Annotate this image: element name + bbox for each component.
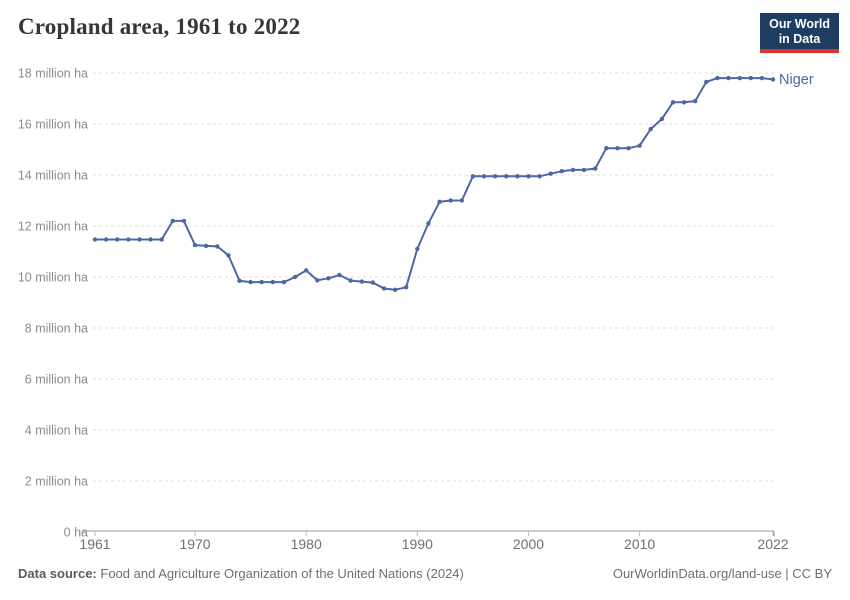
data-point[interactable] [159, 237, 164, 242]
data-point[interactable] [559, 169, 564, 174]
data-point[interactable] [181, 218, 187, 224]
attribution-text[interactable]: OurWorldinData.org/land-use | CC BY [612, 566, 832, 581]
y-axis-tick-label: 10 million ha [18, 271, 88, 285]
data-point[interactable] [759, 75, 765, 81]
x-axis-tick-label: 1980 [291, 536, 322, 552]
data-point[interactable] [537, 174, 542, 179]
data-point[interactable] [726, 75, 731, 81]
data-point[interactable] [615, 146, 620, 151]
data-point[interactable] [670, 100, 676, 105]
x-axis-tick-label: 2022 [757, 536, 788, 552]
y-axis-tick-label: 14 million ha [18, 169, 88, 183]
y-axis-tick-label: 2 million ha [25, 475, 88, 489]
data-point[interactable] [237, 278, 242, 283]
data-point[interactable] [148, 237, 153, 242]
data-point[interactable] [315, 278, 320, 283]
data-point[interactable] [404, 285, 409, 290]
x-axis-tick-label: 2000 [513, 536, 544, 552]
data-source-text: Food and Agriculture Organization of the… [100, 566, 464, 581]
data-line[interactable] [95, 77, 774, 291]
data-point[interactable] [348, 278, 353, 283]
data-point[interactable] [593, 166, 598, 171]
data-point[interactable] [126, 237, 131, 242]
series-label[interactable]: Niger [779, 72, 814, 88]
data-source-note: Data source: Food and Agriculture Organi… [18, 566, 464, 581]
data-point[interactable] [693, 98, 698, 104]
data-point[interactable] [370, 280, 376, 285]
data-point[interactable] [226, 253, 231, 258]
y-axis-tick-label: 8 million ha [25, 322, 88, 336]
y-axis-tick-label: 12 million ha [18, 220, 88, 234]
data-point[interactable] [704, 79, 709, 85]
x-axis-tick-label: 2010 [624, 536, 655, 552]
y-axis-tick-label: 16 million ha [18, 118, 88, 132]
data-point[interactable] [359, 279, 364, 284]
data-point[interactable] [326, 276, 331, 281]
data-point[interactable] [281, 279, 287, 285]
data-point[interactable] [504, 174, 509, 179]
data-point[interactable] [203, 243, 209, 249]
data-point[interactable] [481, 174, 487, 179]
data-point[interactable] [626, 146, 631, 151]
data-point[interactable] [248, 279, 253, 285]
owid-logo-line1: Our World [769, 17, 830, 31]
data-point[interactable] [115, 237, 120, 242]
data-point[interactable] [470, 174, 476, 179]
data-point[interactable] [637, 143, 642, 148]
data-point[interactable] [415, 246, 420, 252]
data-point[interactable] [392, 287, 398, 292]
data-point[interactable] [770, 77, 776, 82]
data-point[interactable] [526, 174, 531, 179]
data-point[interactable] [215, 244, 220, 249]
data-point[interactable] [270, 279, 275, 285]
data-point[interactable] [448, 198, 453, 203]
x-axis-tick-label: 1970 [179, 536, 210, 552]
data-point[interactable] [426, 221, 431, 226]
data-point[interactable] [548, 171, 553, 176]
data-point[interactable] [681, 100, 687, 105]
data-point[interactable] [648, 126, 653, 132]
data-point[interactable] [459, 198, 464, 203]
data-point[interactable] [170, 218, 175, 224]
data-point[interactable] [259, 279, 264, 285]
data-point[interactable] [748, 75, 753, 81]
owid-logo[interactable]: Our World in Data [760, 13, 839, 53]
x-axis-tick-label: 1990 [402, 536, 433, 552]
data-point[interactable] [604, 146, 609, 151]
chart-footer: Data source: Food and Agriculture Organi… [18, 566, 832, 581]
data-point[interactable] [581, 167, 587, 173]
data-point[interactable] [337, 272, 342, 278]
data-point[interactable] [92, 237, 98, 242]
data-source-label: Data source: [18, 566, 97, 581]
x-axis-tick-label: 1961 [79, 536, 110, 552]
y-axis-tick-label: 18 million ha [18, 67, 88, 81]
data-point[interactable] [737, 75, 742, 81]
data-point[interactable] [304, 268, 309, 273]
data-point[interactable] [492, 174, 498, 179]
data-point[interactable] [437, 199, 442, 204]
data-point[interactable] [715, 75, 720, 81]
owid-logo-line2: in Data [778, 32, 821, 46]
y-axis-tick-label: 6 million ha [25, 373, 88, 387]
data-point[interactable] [292, 274, 298, 280]
page-title: Cropland area, 1961 to 2022 [18, 14, 301, 39]
data-point[interactable] [570, 167, 576, 173]
data-point[interactable] [381, 286, 387, 291]
data-point[interactable] [137, 237, 142, 242]
y-axis-tick-label: 4 million ha [25, 424, 88, 438]
data-point[interactable] [515, 174, 520, 179]
data-point[interactable] [103, 237, 109, 242]
data-point[interactable] [192, 242, 198, 248]
data-point[interactable] [659, 116, 665, 122]
